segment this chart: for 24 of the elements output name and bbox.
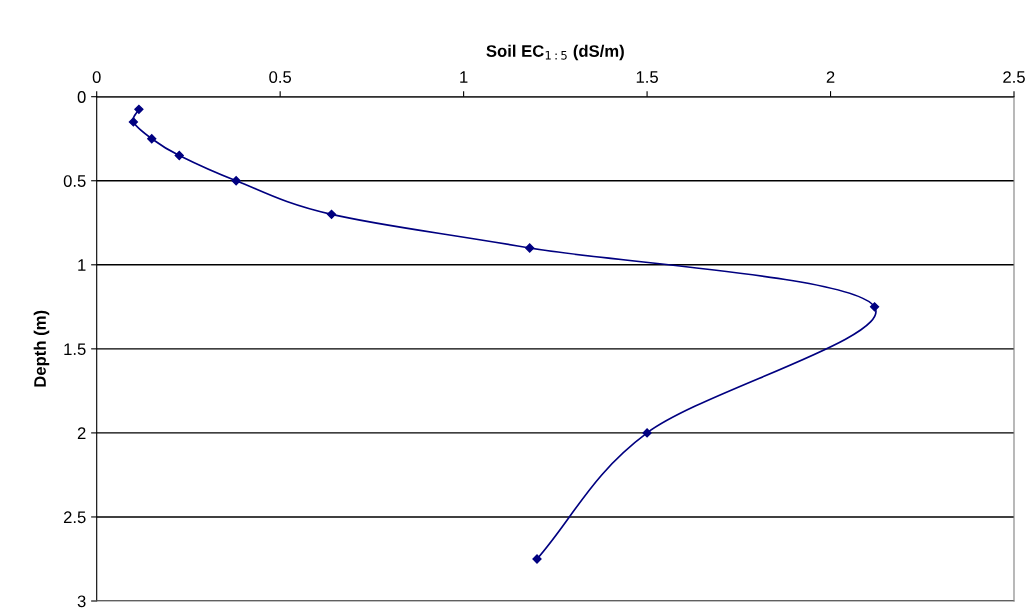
x-tick-label: 1.5 [636, 71, 658, 83]
y-axis-title: Depth (m) [33, 310, 50, 387]
y-tick-label: 1.5 [64, 343, 86, 356]
point [174, 150, 184, 161]
y-tick-label: 0.5 [63, 175, 86, 187]
x-tick-label: 2 [826, 71, 835, 83]
point [525, 243, 535, 253]
y-tick-label: 3 [77, 595, 86, 608]
x-tick-label: 0.5 [269, 71, 292, 83]
x-tick-label: 2.5 [1003, 71, 1025, 83]
y-tick-label: 2 [77, 427, 86, 439]
y-tick-label: 1 [78, 259, 86, 271]
point [134, 104, 144, 114]
point [231, 176, 241, 186]
x-tick-label: 1 [460, 71, 468, 83]
point [147, 134, 157, 144]
point [642, 428, 652, 438]
x-axis-title: Soil EC$_{1:5}$ (dS/m) [486, 44, 624, 61]
point [128, 117, 139, 127]
point [869, 302, 880, 312]
x-tick-label: 0 [92, 71, 101, 83]
y-tick-label: 0 [77, 91, 86, 103]
y-tick-label: 2.5 [63, 511, 86, 524]
point [326, 209, 337, 219]
